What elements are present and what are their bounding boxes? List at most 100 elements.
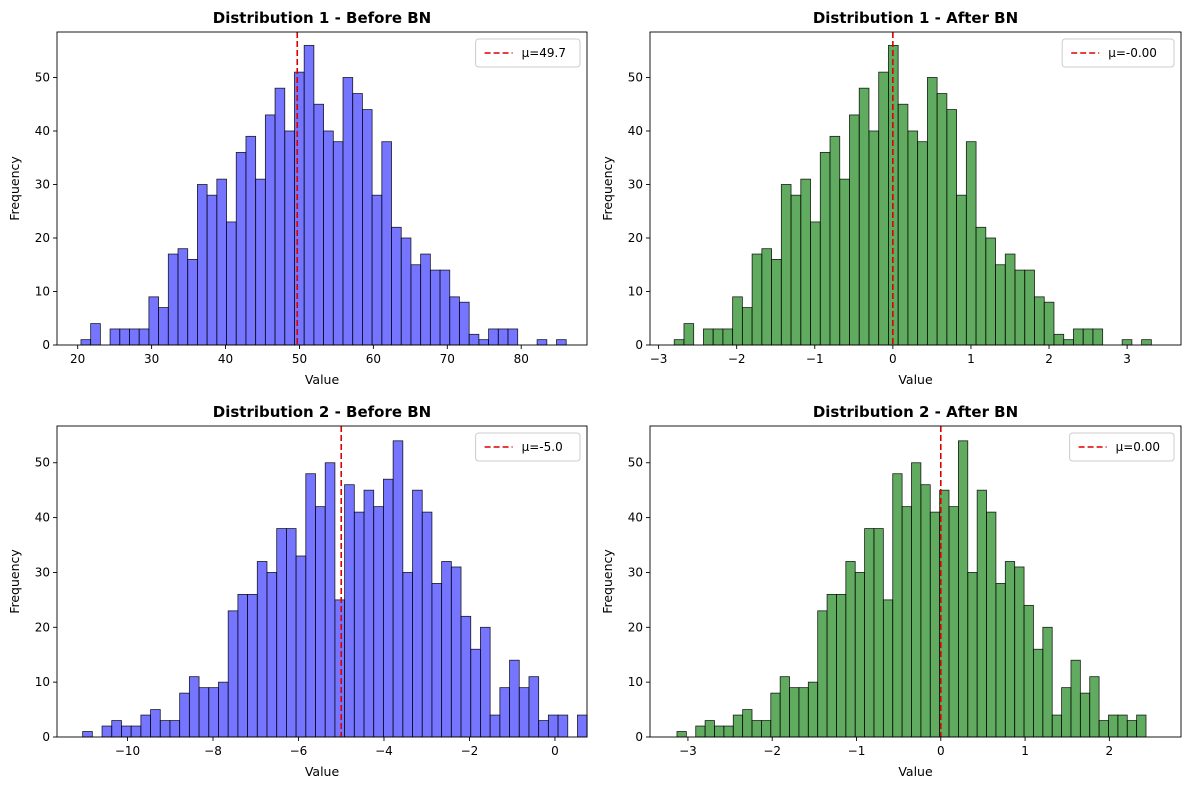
y-tick-label: 0 — [42, 338, 50, 352]
histogram-bar — [958, 440, 969, 738]
histogram-bar — [497, 328, 509, 346]
y-tick-label: 10 — [35, 675, 50, 689]
histogram-bar — [226, 221, 237, 346]
histogram-bar — [985, 237, 996, 346]
y-tick-label: 0 — [42, 730, 50, 744]
histogram-bar — [412, 489, 423, 738]
histogram-bar — [237, 593, 248, 738]
histogram-bar — [1079, 692, 1091, 738]
histogram-bar — [683, 323, 695, 346]
histogram-bar — [836, 593, 847, 738]
histogram-bar — [294, 71, 305, 346]
y-tick-label: 40 — [35, 511, 50, 525]
chart-title: Distribution 1 - Before BN — [213, 9, 432, 27]
histogram-bar — [303, 44, 315, 346]
histogram-bar — [1092, 328, 1104, 346]
y-tick-label: 50 — [628, 70, 643, 84]
legend-box — [1069, 432, 1175, 462]
histogram-bar — [1082, 328, 1094, 346]
axes-frame — [56, 425, 588, 738]
histogram-bar — [256, 561, 268, 738]
y-axis-label: Frequency — [600, 549, 615, 614]
x-tick-label: −10 — [115, 744, 140, 758]
histogram-bar — [197, 184, 208, 346]
y-tick-label: 30 — [628, 565, 643, 579]
histogram-bar — [439, 269, 451, 346]
legend-label: μ=-0.00 — [1108, 46, 1157, 60]
histogram-bar — [400, 237, 412, 346]
histogram-bar — [82, 731, 93, 738]
chart-title: Distribution 1 - After BN — [813, 9, 1018, 27]
histogram-bar — [789, 687, 800, 738]
x-tick-label: 40 — [218, 352, 233, 366]
histogram-bar — [1014, 566, 1025, 738]
histogram-bar — [80, 339, 92, 346]
histogram-bar — [892, 473, 903, 738]
x-axis-label: Value — [305, 372, 340, 387]
histogram-bar — [761, 720, 772, 738]
histogram-bar — [878, 71, 889, 346]
histogram-bar — [751, 720, 762, 738]
y-tick-label: 20 — [35, 231, 50, 245]
chart-title: Distribution 2 - Before BN — [213, 403, 432, 421]
histogram-bar — [373, 506, 384, 738]
x-tick-label: 80 — [514, 352, 529, 366]
histogram-bar — [986, 511, 997, 738]
histogram-bar — [1141, 339, 1152, 346]
histogram-bar — [810, 221, 821, 346]
histogram-bar — [975, 226, 987, 346]
histogram-bar — [948, 506, 959, 738]
histogram-bar — [449, 296, 460, 346]
histogram-bar — [334, 599, 346, 738]
histogram-bar — [790, 194, 802, 346]
histogram-bar — [901, 506, 912, 738]
histogram-bar — [1024, 269, 1035, 346]
x-axis-label: Value — [898, 372, 933, 387]
histogram-bar — [441, 561, 452, 738]
histogram-bar — [478, 339, 489, 346]
histogram-bar — [177, 248, 189, 346]
histogram-bar — [936, 93, 948, 346]
histogram-bar — [188, 676, 200, 738]
histogram-bar — [1004, 253, 1016, 346]
histogram-bar — [90, 323, 101, 346]
histogram-bar — [431, 583, 443, 738]
histogram-bar — [826, 593, 837, 738]
histogram-bar — [206, 194, 218, 346]
chart-panel-3: −10 −8 −6 −4 −2 0 0 10 20 30 40 50 Distribution 2 - … — [7, 403, 588, 779]
histogram-bar — [868, 130, 880, 346]
legend-label: μ=-5.0 — [522, 440, 563, 454]
histogram-bar — [410, 264, 422, 346]
y-axis-label: Frequency — [7, 156, 22, 221]
histogram-bar — [695, 725, 706, 738]
histogram-bar — [1121, 339, 1133, 346]
y-tick-label: 40 — [628, 124, 643, 138]
y-tick-label: 50 — [35, 70, 50, 84]
histogram-bar — [770, 692, 781, 738]
histogram-bar — [845, 561, 856, 738]
x-tick-label: −1 — [848, 744, 866, 758]
histogram-bar — [704, 720, 715, 738]
histogram-bar — [741, 307, 753, 346]
histogram-bar — [907, 130, 919, 346]
histogram-bar — [1073, 328, 1084, 346]
legend: μ=49.7 — [475, 38, 581, 68]
x-tick-label: −6 — [290, 744, 308, 758]
histogram-bar — [315, 506, 326, 738]
histogram-bar — [712, 328, 724, 346]
histogram-bar — [1043, 301, 1055, 346]
histogram-bar — [956, 194, 967, 346]
histogram-bar — [295, 555, 307, 738]
histogram-bar — [1034, 296, 1045, 346]
histogram-bar — [392, 440, 404, 738]
histogram-bar — [187, 258, 198, 346]
chart-panel-1: 20 30 40 50 60 70 80 0 10 20 30 40 50 Distribution 1 … — [7, 9, 588, 387]
histogram-bar — [509, 659, 520, 738]
histogram-bar — [714, 725, 725, 738]
histogram-bar — [109, 328, 121, 346]
histogram-bar — [198, 687, 210, 738]
histogram-bar — [158, 307, 169, 346]
histogram-bar — [150, 709, 161, 738]
histogram-bar — [976, 489, 987, 738]
